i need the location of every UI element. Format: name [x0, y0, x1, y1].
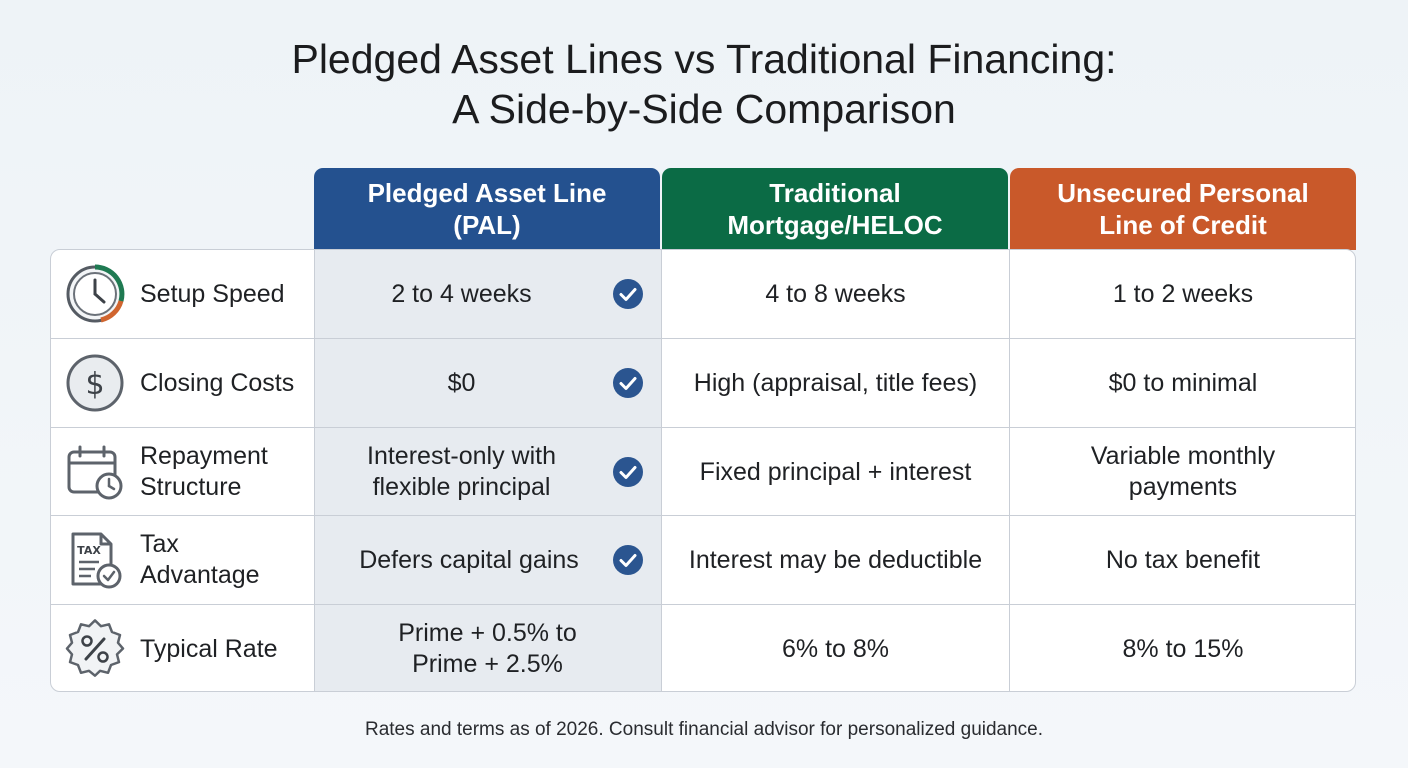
svg-text:$: $: [85, 367, 104, 402]
cell-text: 4 to 8 weeks: [765, 279, 906, 308]
calendar-clock-icon: [65, 442, 125, 502]
svg-text:TAX: TAX: [77, 544, 101, 557]
row-header: TAX Tax Advantage: [51, 516, 314, 604]
cell-text: 6% to 8%: [781, 634, 889, 663]
cell-text: Variable monthly: [1090, 442, 1276, 470]
column-header-mortgage-line-2: Mortgage/HELOC: [727, 210, 943, 240]
cell-pal: Prime + 0.5% to Prime + 2.5%: [314, 605, 661, 691]
pal-column-highlight: [314, 250, 661, 691]
cell-unsecured: 1 to 2 weeks: [1010, 250, 1355, 338]
column-header-pal: Pledged Asset Line (PAL): [314, 168, 660, 250]
row-label-line: Repayment: [140, 442, 268, 470]
table-row-typical-rate: Typical Rate Prime + 0.5% to Prime + 2.5…: [51, 605, 1355, 691]
cell-unsecured: No tax benefit: [1010, 516, 1355, 604]
row-label-line: Setup Speed: [140, 279, 285, 308]
row-divider: [51, 604, 1355, 605]
table-row-repayment-structure: Repayment Structure Interest-only with f…: [51, 428, 1355, 516]
comparison-table: Setup Speed 2 to 4 weeks 4 to 8 weeks 1 …: [50, 249, 1356, 692]
row-header: Setup Speed: [51, 250, 314, 338]
cell-text: 8% to 15%: [1122, 634, 1244, 663]
check-icon: [613, 545, 643, 575]
cell-text: Interest-only with: [367, 442, 556, 470]
cell-pal: $0: [314, 339, 609, 427]
check-icon: [613, 279, 643, 309]
column-divider: [314, 250, 315, 691]
row-label: Typical Rate: [140, 605, 278, 691]
row-divider: [51, 338, 1355, 339]
cell-text: No tax benefit: [1105, 545, 1261, 574]
column-header-unsecured-line-1: Unsecured Personal: [1057, 178, 1309, 208]
row-label: Setup Speed: [140, 250, 285, 338]
cell-text: 2 to 4 weeks: [391, 279, 532, 308]
row-label: Repayment Structure: [140, 428, 268, 516]
cell-pal: Defers capital gains: [314, 516, 624, 604]
row-label: Tax Advantage: [140, 516, 260, 604]
column-header-mortgage-line-1: Traditional: [769, 178, 901, 208]
cell-text: $0 to minimal: [1108, 368, 1258, 397]
cell-mortgage: Interest may be deductible: [662, 516, 1009, 604]
check-icon: [613, 368, 643, 398]
percent-badge-icon: [65, 619, 125, 679]
table-row-setup-speed: Setup Speed 2 to 4 weeks 4 to 8 weeks 1 …: [51, 250, 1355, 338]
row-label-line: Typical Rate: [140, 634, 278, 663]
column-header-pal-line-2: (PAL): [453, 210, 521, 240]
row-label-line: Structure: [140, 473, 242, 501]
row-divider: [51, 427, 1355, 428]
cell-unsecured: Variable monthly payments: [1010, 428, 1355, 516]
cell-text: payments: [1128, 473, 1238, 501]
cell-pal: Interest-only with flexible principal: [314, 428, 609, 516]
row-label-line: Advantage: [140, 561, 260, 589]
cell-text: Interest may be deductible: [688, 545, 983, 574]
row-header: Typical Rate: [51, 605, 314, 691]
clock-icon: [65, 264, 125, 324]
cell-text: Fixed principal + interest: [699, 457, 972, 486]
cell-text: flexible principal: [372, 473, 551, 501]
table-row-tax-advantage: TAX Tax Advantage Defers capital gains I…: [51, 516, 1355, 604]
cell-text: High (appraisal, title fees): [693, 368, 978, 397]
title-line-1: Pledged Asset Lines vs Traditional Finan…: [291, 36, 1117, 82]
cell-mortgage: 6% to 8%: [662, 605, 1009, 691]
title-line-2: A Side-by-Side Comparison: [452, 86, 956, 132]
cell-text: $0: [447, 368, 476, 397]
row-header: $ Closing Costs: [51, 339, 314, 427]
column-divider: [1009, 250, 1010, 691]
column-header-unsecured: Unsecured Personal Line of Credit: [1010, 168, 1356, 250]
cell-text: Prime + 2.5%: [412, 650, 563, 678]
row-divider: [51, 515, 1355, 516]
row-label-line: Closing Costs: [140, 368, 295, 397]
cell-text: Prime + 0.5% to: [398, 619, 577, 647]
cell-mortgage: 4 to 8 weeks: [662, 250, 1009, 338]
row-label: Closing Costs: [140, 339, 294, 427]
dollar-icon: $: [65, 353, 125, 413]
table-row-closing-costs: $ Closing Costs $0 High (appraisal, titl…: [51, 339, 1355, 427]
footnote: Rates and terms as of 2026. Consult fina…: [364, 719, 1044, 740]
cell-unsecured: 8% to 15%: [1010, 605, 1355, 691]
cell-unsecured: $0 to minimal: [1010, 339, 1355, 427]
row-label-line: Tax: [140, 530, 179, 558]
page-title: Pledged Asset Lines vs Traditional Finan…: [0, 34, 1408, 134]
column-divider: [661, 250, 662, 691]
cell-text: 1 to 2 weeks: [1112, 279, 1254, 308]
column-header-pal-line-1: Pledged Asset Line: [367, 178, 607, 208]
check-icon: [613, 457, 643, 487]
cell-mortgage: Fixed principal + interest: [662, 428, 1009, 516]
row-header: Repayment Structure: [51, 428, 314, 516]
cell-pal: 2 to 4 weeks: [314, 250, 609, 338]
column-header-mortgage: Traditional Mortgage/HELOC: [662, 168, 1008, 250]
cell-text: Defers capital gains: [359, 545, 579, 574]
tax-document-icon: TAX: [65, 530, 125, 590]
cell-mortgage: High (appraisal, title fees): [662, 339, 1009, 427]
column-header-unsecured-line-2: Line of Credit: [1099, 210, 1267, 240]
